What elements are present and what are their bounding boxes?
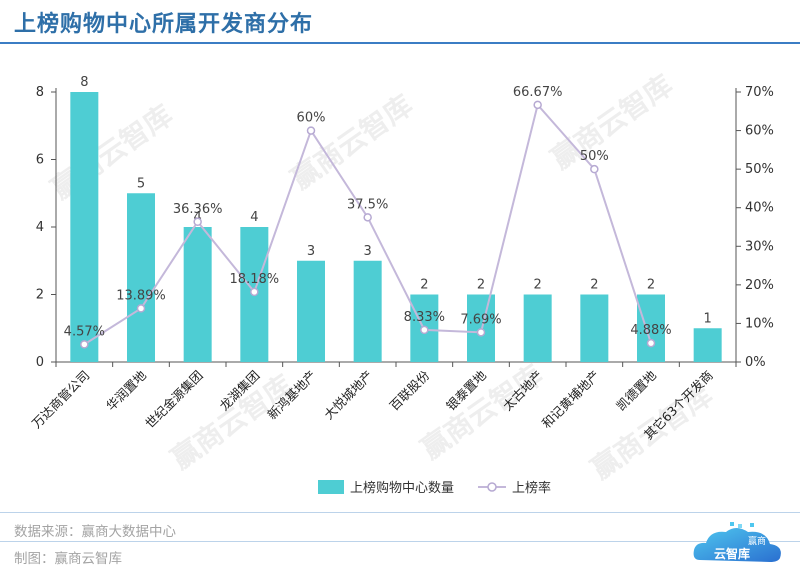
category-label: 华润置地: [103, 367, 149, 413]
rate-point: [533, 100, 542, 110]
bar-value-label: 4: [250, 210, 258, 225]
y-right-tick-label: 20%: [745, 278, 774, 293]
rate-value-label: 36.36%: [173, 202, 223, 217]
bar: [183, 227, 212, 362]
pixel-decor-3: [750, 523, 754, 527]
y-left-tick-label: 8: [36, 85, 44, 100]
legend-bar-swatch: [318, 480, 344, 494]
bar: [353, 260, 382, 362]
watermark-text-0: 赢商云智库: [45, 98, 179, 205]
rate-value-label: 60%: [297, 111, 326, 126]
pixel-decor-1: [730, 522, 734, 526]
bar-value-label: 1: [704, 311, 712, 326]
cloud-icon: [693, 528, 781, 562]
rate-value-label: 4.88%: [630, 323, 671, 338]
bar-value-label: 2: [590, 278, 598, 293]
footer-divider-top: [0, 512, 800, 513]
y-left-tick-label: 4: [36, 220, 44, 235]
bar: [297, 260, 325, 362]
category-label: 世纪金源集团: [142, 368, 206, 432]
bar: [637, 294, 665, 362]
category-label: 百联股份: [386, 367, 432, 413]
rate-point: [250, 287, 259, 297]
watermark-text-1: 赢商云智库: [285, 88, 419, 195]
category-label: 凯德置地: [613, 367, 659, 413]
bar: [127, 193, 155, 362]
rate-value-label: 66.67%: [513, 85, 563, 100]
legend-bar-label: 上榜购物中心数量: [350, 480, 454, 496]
watermark-text-2: 赢商云智库: [545, 68, 679, 175]
pixel-decor-2: [738, 524, 742, 528]
rate-point: [80, 340, 89, 349]
bar-value-label: 2: [647, 278, 655, 293]
y-right-tick-label: 50%: [745, 162, 774, 177]
y-right-tick-label: 60%: [745, 124, 774, 139]
rate-point: [646, 338, 656, 348]
y-right-tick-label: 30%: [745, 239, 774, 254]
y-right-tick-label: 10%: [745, 316, 774, 331]
category-label: 和记黄埔地产: [539, 368, 603, 432]
rate-value-label: 50%: [580, 149, 609, 164]
bar: [580, 294, 609, 362]
logo-line1: 赢商: [748, 535, 766, 547]
chart-credit: 制图：赢商云智库: [14, 551, 122, 567]
rate-value-label: 4.57%: [64, 324, 105, 339]
data-source: 数据来源：赢商大数据中心: [14, 524, 176, 540]
legend-line-label: 上榜率: [512, 480, 551, 496]
y-right-tick-label: 40%: [745, 201, 774, 216]
footer-divider-middle: [0, 541, 800, 542]
bar-value-label: 2: [477, 278, 485, 293]
y-left-tick-label: 0: [36, 355, 44, 370]
bar-value-label: 3: [307, 244, 315, 259]
category-label: 大悦城地产: [321, 368, 376, 423]
rate-point: [136, 304, 146, 313]
bar: [523, 294, 552, 362]
chart-axes: 0 2 4 6 8 0% 10% 20% 30% 40% 50% 60% 70%: [36, 85, 774, 370]
category-label: 万达商管公司: [29, 368, 93, 432]
rate-point: [306, 126, 316, 135]
bar-value-label: 2: [534, 278, 542, 293]
line-series: 4.57% 13.89% 36.36% 18.18% 60% 37.5% 8.33% 7.69…: [64, 85, 672, 349]
rate-value-label: 37.5%: [347, 197, 388, 212]
title-divider: [0, 42, 800, 44]
bar: [70, 92, 99, 362]
bar-value-label: 3: [364, 244, 372, 259]
bar-value-label: 5: [137, 176, 145, 191]
bar-value-label: 8: [80, 75, 88, 90]
legend: 上榜购物中心数量 上榜率: [318, 480, 551, 496]
y-right-tick-label: 0%: [745, 355, 766, 370]
rate-point: [590, 164, 599, 174]
bar: [693, 328, 722, 362]
logo-line2: 云智库: [714, 546, 750, 561]
y-left-tick-label: 6: [36, 153, 44, 168]
rate-value-label: 8.33%: [404, 310, 445, 325]
brand-logo: 赢商 云智库: [693, 522, 781, 562]
rate-point: [363, 213, 372, 222]
rate-value-label: 13.89%: [116, 288, 166, 303]
rate-point: [420, 325, 429, 335]
rate-value-label: 18.18%: [230, 272, 280, 287]
bar-value-label: 4: [194, 210, 202, 225]
bar-value-label: 2: [420, 278, 428, 293]
rate-point: [476, 328, 486, 337]
y-left-tick-label: 2: [36, 288, 44, 303]
y-right-tick-label: 70%: [745, 85, 774, 100]
page-title: 上榜购物中心所属开发商分布: [14, 12, 314, 37]
rate-value-label: 7.69%: [460, 312, 501, 327]
rate-point: [193, 217, 202, 227]
legend-line-marker: [487, 482, 497, 492]
